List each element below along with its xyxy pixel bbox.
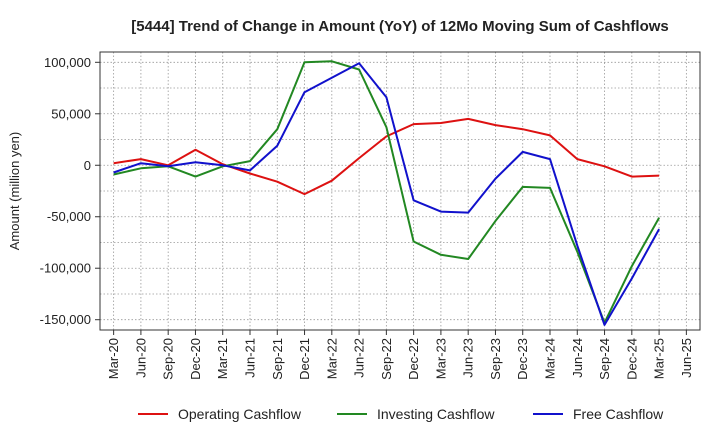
legend-label-investing-cashflow: Investing Cashflow bbox=[377, 406, 495, 422]
y-axis-label: Amount (million yen) bbox=[7, 132, 22, 251]
grid-lines bbox=[100, 52, 700, 330]
y-tick-label: 100,000 bbox=[44, 55, 91, 70]
y-tick-label: 0 bbox=[84, 158, 91, 173]
x-tick-label: Sep-24 bbox=[597, 338, 612, 380]
series-line-investing-cashflow bbox=[113, 60, 660, 324]
x-tick-label: Jun-25 bbox=[679, 338, 694, 378]
x-tick-label: Jun-21 bbox=[243, 338, 258, 378]
legend-label-free-cashflow: Free Cashflow bbox=[573, 406, 664, 422]
x-tick-label: Sep-23 bbox=[488, 338, 503, 380]
x-tick-label: Mar-20 bbox=[106, 338, 121, 379]
x-tick-label: Jun-22 bbox=[352, 338, 367, 378]
x-tick-label: Dec-21 bbox=[297, 338, 312, 380]
legend-label-operating-cashflow: Operating Cashflow bbox=[178, 406, 302, 422]
y-tick-label: -150,000 bbox=[40, 312, 91, 327]
y-tick-label: 50,000 bbox=[51, 106, 91, 121]
y-tick-label: -50,000 bbox=[47, 209, 91, 224]
x-tick-label: Dec-20 bbox=[188, 338, 203, 380]
x-tick-label: Dec-22 bbox=[406, 338, 421, 380]
x-tick-label: Mar-25 bbox=[652, 338, 667, 379]
x-tick-label: Mar-21 bbox=[215, 338, 230, 379]
legend: Operating Cashflow Investing Cashflow Free… bbox=[138, 406, 664, 422]
series-line-operating-cashflow bbox=[113, 117, 660, 196]
x-tick-label: Sep-22 bbox=[379, 338, 394, 380]
x-tick-label: Mar-22 bbox=[324, 338, 339, 379]
x-tick-label: Sep-20 bbox=[161, 338, 176, 380]
chart-title: [5444] Trend of Change in Amount (YoY) o… bbox=[131, 18, 669, 35]
series-lines bbox=[113, 60, 660, 326]
y-tick-label: -100,000 bbox=[40, 261, 91, 276]
x-tick-label: Jun-20 bbox=[133, 338, 148, 378]
x-tick-label: Sep-21 bbox=[270, 338, 285, 380]
axes: 100,000 50,000 0 -50,000 -100,000 -150,000 Mar… bbox=[40, 51, 701, 380]
x-tick-label: Mar-23 bbox=[433, 338, 448, 379]
series-line-free-cashflow bbox=[113, 62, 660, 326]
x-tick-label: Jun-24 bbox=[570, 338, 585, 378]
plot-frame bbox=[99, 51, 701, 331]
x-tick-label: Dec-23 bbox=[515, 338, 530, 380]
x-tick-label: Mar-24 bbox=[543, 338, 558, 379]
x-tick-label: Dec-24 bbox=[624, 338, 639, 380]
x-tick-label: Jun-23 bbox=[461, 338, 476, 378]
